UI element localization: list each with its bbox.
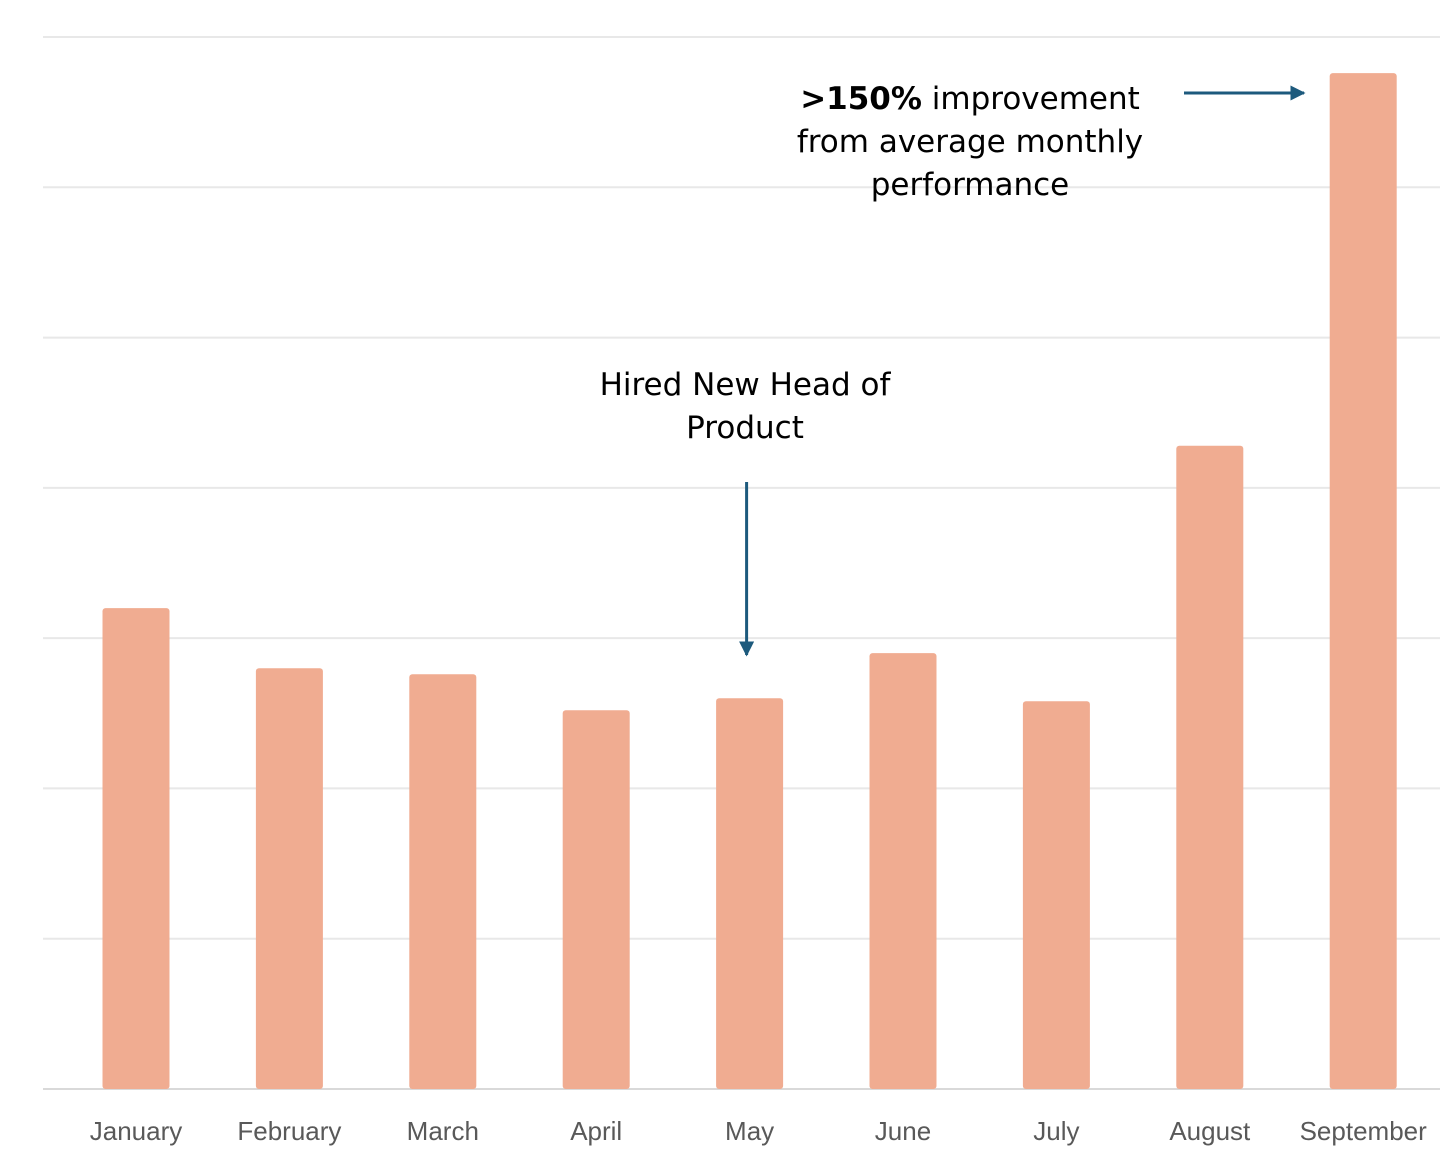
bar-march <box>409 674 477 1089</box>
bar-september <box>1329 73 1397 1089</box>
bar-february <box>255 668 323 1089</box>
x-tick-label-april: April <box>570 1116 622 1146</box>
peak-annotation-line-3: performance <box>870 167 1070 203</box>
bar-july <box>1022 701 1090 1089</box>
bars <box>102 73 1397 1090</box>
x-tick-label-february: February <box>237 1116 341 1146</box>
peak-annotation-bold: >150% <box>800 81 922 117</box>
annotation-arrows <box>739 85 1306 657</box>
bar-april <box>562 710 630 1089</box>
event-annotation-line-2: Product <box>686 410 804 446</box>
peak-annotation-line-1: >150% improvement <box>770 78 1170 121</box>
x-tick-label-june: June <box>875 1116 931 1146</box>
x-tick-label-may: May <box>725 1116 774 1146</box>
bar-august <box>1176 445 1244 1090</box>
x-tick-label-september: September <box>1300 1116 1428 1146</box>
x-tick-label-january: January <box>90 1116 183 1146</box>
x-tick-labels: January February March April May June July Augu… <box>90 1116 1427 1146</box>
event-annotation-line-1: Hired New Head of <box>599 367 891 403</box>
peak-annotation-line-2: from average monthly <box>796 124 1144 160</box>
x-tick-label-july: July <box>1033 1116 1079 1146</box>
peak-annotation-line-1-rest: improvement <box>921 81 1140 117</box>
bar-june <box>869 653 937 1089</box>
x-tick-label-august: August <box>1169 1116 1251 1146</box>
event-annotation: Hired New Head of Product <box>545 364 945 450</box>
bar-may <box>716 698 784 1089</box>
bar-january <box>102 608 170 1089</box>
x-tick-label-march: March <box>407 1116 479 1146</box>
peak-annotation: >150% improvement from average monthly p… <box>770 78 1170 207</box>
